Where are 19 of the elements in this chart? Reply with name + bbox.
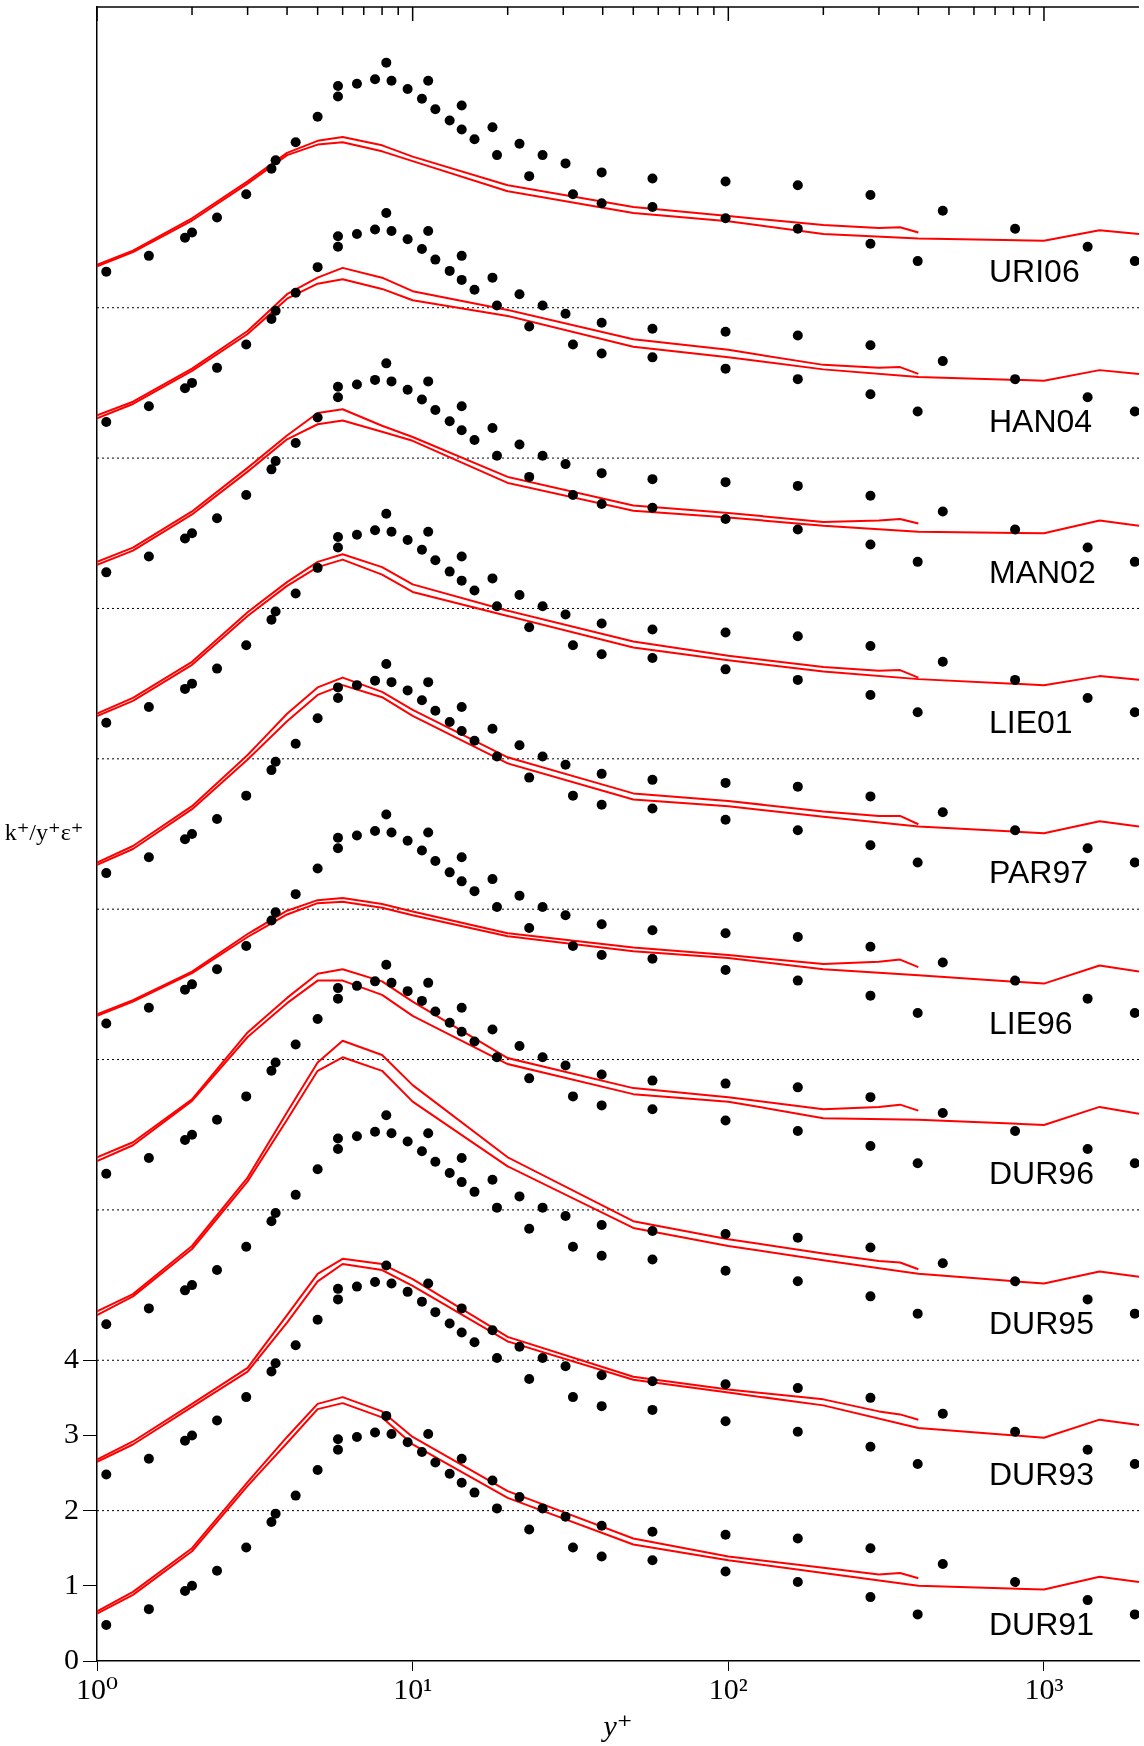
- y-tick-label: 1: [64, 1566, 79, 1600]
- annotation: DUR93: [989, 1455, 1094, 1492]
- x-tick-label: 10²: [708, 1671, 748, 1705]
- annotation: DUR91: [989, 1606, 1094, 1643]
- annotation: DUR96: [989, 1155, 1094, 1192]
- annotation: URI06: [989, 252, 1080, 289]
- x-tick-label: 10³: [1024, 1671, 1064, 1705]
- x-tick-label: 10¹: [393, 1671, 433, 1705]
- annotation: MAN02: [989, 553, 1096, 590]
- annotation: DUR95: [989, 1305, 1094, 1342]
- y-tick-label: 3: [64, 1416, 79, 1450]
- y-axis-title: k⁺/y⁺ε⁺: [4, 819, 84, 846]
- y-tick-label: 2: [64, 1491, 79, 1525]
- annotation: PAR97: [989, 854, 1089, 891]
- y-tick-label: 4: [64, 1341, 79, 1375]
- annotation: HAN04: [989, 403, 1093, 440]
- annotation: LIE96: [989, 1004, 1073, 1041]
- annotation: LIE01: [989, 704, 1073, 741]
- x-axis-title: y⁺: [600, 1708, 633, 1742]
